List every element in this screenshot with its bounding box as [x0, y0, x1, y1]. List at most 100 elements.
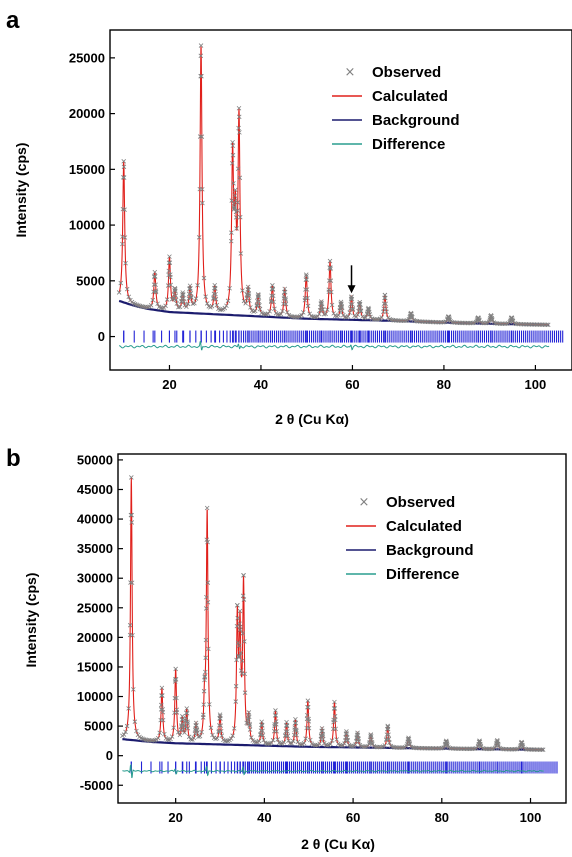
observed-point — [160, 693, 165, 698]
legend-label: Observed — [386, 494, 455, 511]
observed-point — [265, 311, 271, 316]
observed-point — [236, 643, 242, 649]
observed-point — [198, 53, 204, 59]
observed-point — [447, 316, 452, 321]
observed-point — [270, 286, 276, 292]
observed-point — [230, 152, 236, 158]
observed-point — [228, 736, 234, 741]
observed-point — [259, 722, 265, 728]
observed-point — [257, 303, 262, 308]
observed-point — [188, 291, 194, 296]
observed-point — [476, 739, 482, 745]
observed-point — [281, 740, 287, 745]
observed-point — [231, 726, 237, 731]
observed-point — [285, 733, 291, 739]
observed-point — [318, 304, 323, 310]
observed-point — [489, 317, 495, 323]
x-axis-label: 2 θ (Cu Kα) — [275, 411, 349, 427]
observed-point — [287, 740, 293, 746]
observed-point — [160, 717, 166, 723]
observed-point — [246, 293, 252, 298]
observed-point — [196, 235, 202, 240]
observed-point — [211, 291, 217, 297]
observed-point — [206, 646, 211, 652]
observed-point — [129, 512, 134, 518]
observed-point — [167, 254, 172, 259]
observed-point — [214, 735, 220, 741]
observed-point — [140, 736, 145, 742]
observed-point — [320, 736, 326, 742]
observed-point — [205, 539, 210, 545]
observed-point — [203, 606, 209, 611]
observed-point — [211, 295, 216, 301]
observed-point — [205, 580, 211, 585]
observed-point — [260, 733, 266, 738]
observed-point — [354, 736, 360, 741]
observed-point — [245, 717, 251, 723]
difference-line — [122, 763, 545, 779]
observed-point — [213, 296, 219, 302]
observed-point — [186, 296, 192, 301]
observed-point — [201, 275, 207, 281]
observed-point — [179, 723, 184, 728]
observed-point — [173, 293, 179, 298]
observed-point — [233, 683, 239, 689]
observed-point — [166, 260, 172, 266]
observed-point — [121, 732, 127, 737]
observed-point — [361, 315, 367, 321]
x-tick-label: 60 — [346, 810, 360, 825]
y-tick-label: -5000 — [80, 778, 113, 793]
observed-point — [273, 722, 279, 727]
observed-point — [252, 308, 258, 314]
x-tick-label: 20 — [162, 377, 176, 392]
observed-point — [212, 285, 218, 291]
observed-point — [321, 311, 327, 317]
observed-point — [409, 315, 415, 320]
panel-a: a Intensity (cps) 2 θ (Cu Kα) 0 5000 10000… — [6, 7, 572, 427]
observed-point — [339, 308, 345, 314]
observed-point — [134, 728, 139, 734]
observed-point — [246, 287, 251, 293]
observed-point — [182, 730, 187, 735]
observed-point — [179, 296, 185, 301]
observed-point — [130, 632, 135, 638]
observed-point — [509, 316, 515, 321]
observed-point — [339, 743, 344, 748]
observed-point — [329, 302, 335, 308]
observed-point — [242, 671, 248, 677]
plot-area: 0 5000 10000 15000 20000 25000 20 40 60 80 100 — [69, 29, 572, 392]
observed-point — [227, 285, 232, 291]
observed-point — [232, 204, 237, 209]
y-tick-label: 0 — [106, 748, 113, 763]
observed-point — [128, 580, 133, 585]
y-tick-label: 50000 — [77, 452, 113, 467]
observed-point — [274, 728, 279, 734]
observed-point — [445, 743, 450, 748]
observed-point — [320, 728, 325, 734]
legend: × Observed Calculated Background Difference — [346, 494, 474, 583]
observed-point — [476, 315, 481, 321]
observed-point — [540, 747, 546, 753]
observed-point — [207, 702, 212, 707]
observed-point — [153, 289, 159, 295]
observed-point — [209, 303, 215, 309]
observed-point — [172, 677, 178, 682]
observed-point — [349, 296, 355, 302]
observed-point — [283, 296, 288, 301]
observed-point — [201, 688, 207, 694]
observed-point — [332, 717, 338, 723]
observed-point — [348, 301, 353, 307]
x-tick-label: 100 — [520, 810, 542, 825]
observed-point — [382, 743, 388, 748]
observed-point — [216, 723, 222, 728]
observed-point — [237, 608, 243, 614]
observed-point — [228, 238, 234, 244]
observed-point — [268, 298, 274, 303]
observed-point — [219, 733, 225, 738]
observed-point — [349, 743, 355, 749]
observed-point — [157, 730, 162, 736]
observed-point — [152, 269, 158, 275]
observed-point — [316, 311, 322, 317]
observed-point — [247, 721, 252, 727]
observed-point — [129, 475, 134, 480]
